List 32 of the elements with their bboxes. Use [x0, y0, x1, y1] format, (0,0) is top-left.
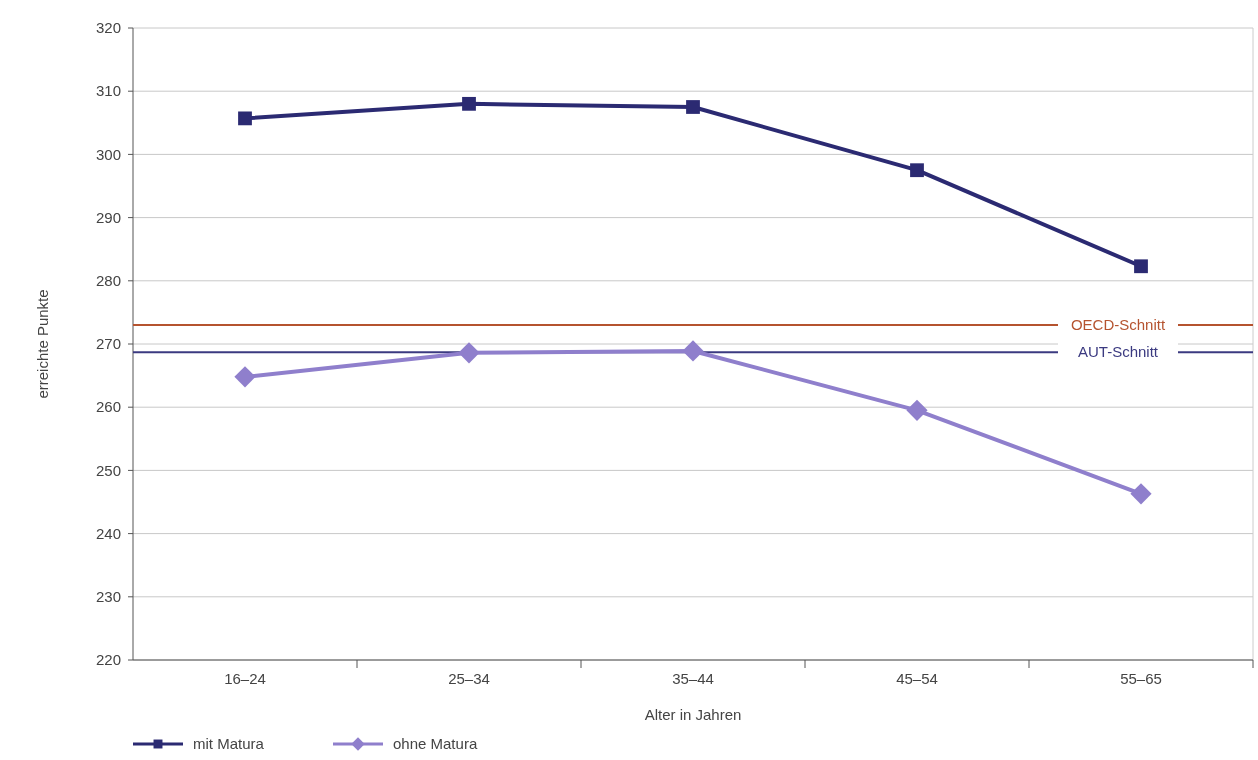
y-tick-label: 240 [95, 524, 121, 542]
ref-line-label: AUT-Schnitt [1077, 343, 1159, 361]
x-tick-label: 25–34 [448, 670, 490, 687]
legend-label: ohne Matura [393, 735, 478, 753]
y-tick-label: 300 [95, 145, 121, 163]
point [238, 111, 252, 126]
y-tick-label: 280 [95, 272, 121, 290]
y-tick-label: 290 [95, 208, 121, 226]
x-tick-label: 55–65 [1120, 670, 1162, 687]
y-tick-label: 230 [95, 588, 121, 606]
point [234, 366, 256, 388]
point [910, 163, 924, 178]
legend-label: mit Matura [193, 735, 265, 753]
x-tick-label: 16–24 [224, 670, 266, 687]
y-tick-label: 320 [95, 19, 121, 37]
x-tick-label: 45–54 [896, 670, 938, 687]
ref-line-label: OECD-Schnitt [1070, 316, 1166, 334]
y-tick-label: 220 [95, 651, 121, 669]
x-tick-label: 35–44 [672, 670, 714, 687]
point [462, 96, 476, 111]
point [458, 342, 480, 364]
point [686, 100, 700, 114]
point [682, 340, 704, 362]
y-tick-label: 260 [95, 398, 121, 416]
y-tick-label: 270 [95, 335, 121, 353]
y-tick-label: 310 [95, 82, 121, 100]
point [1134, 259, 1148, 274]
y-tick-label: 250 [95, 461, 121, 479]
point [1130, 483, 1152, 505]
y-axis-title: erreichte Punkte [34, 289, 51, 399]
x-axis-title: Alter in Jahren [644, 706, 742, 723]
point [906, 399, 928, 421]
